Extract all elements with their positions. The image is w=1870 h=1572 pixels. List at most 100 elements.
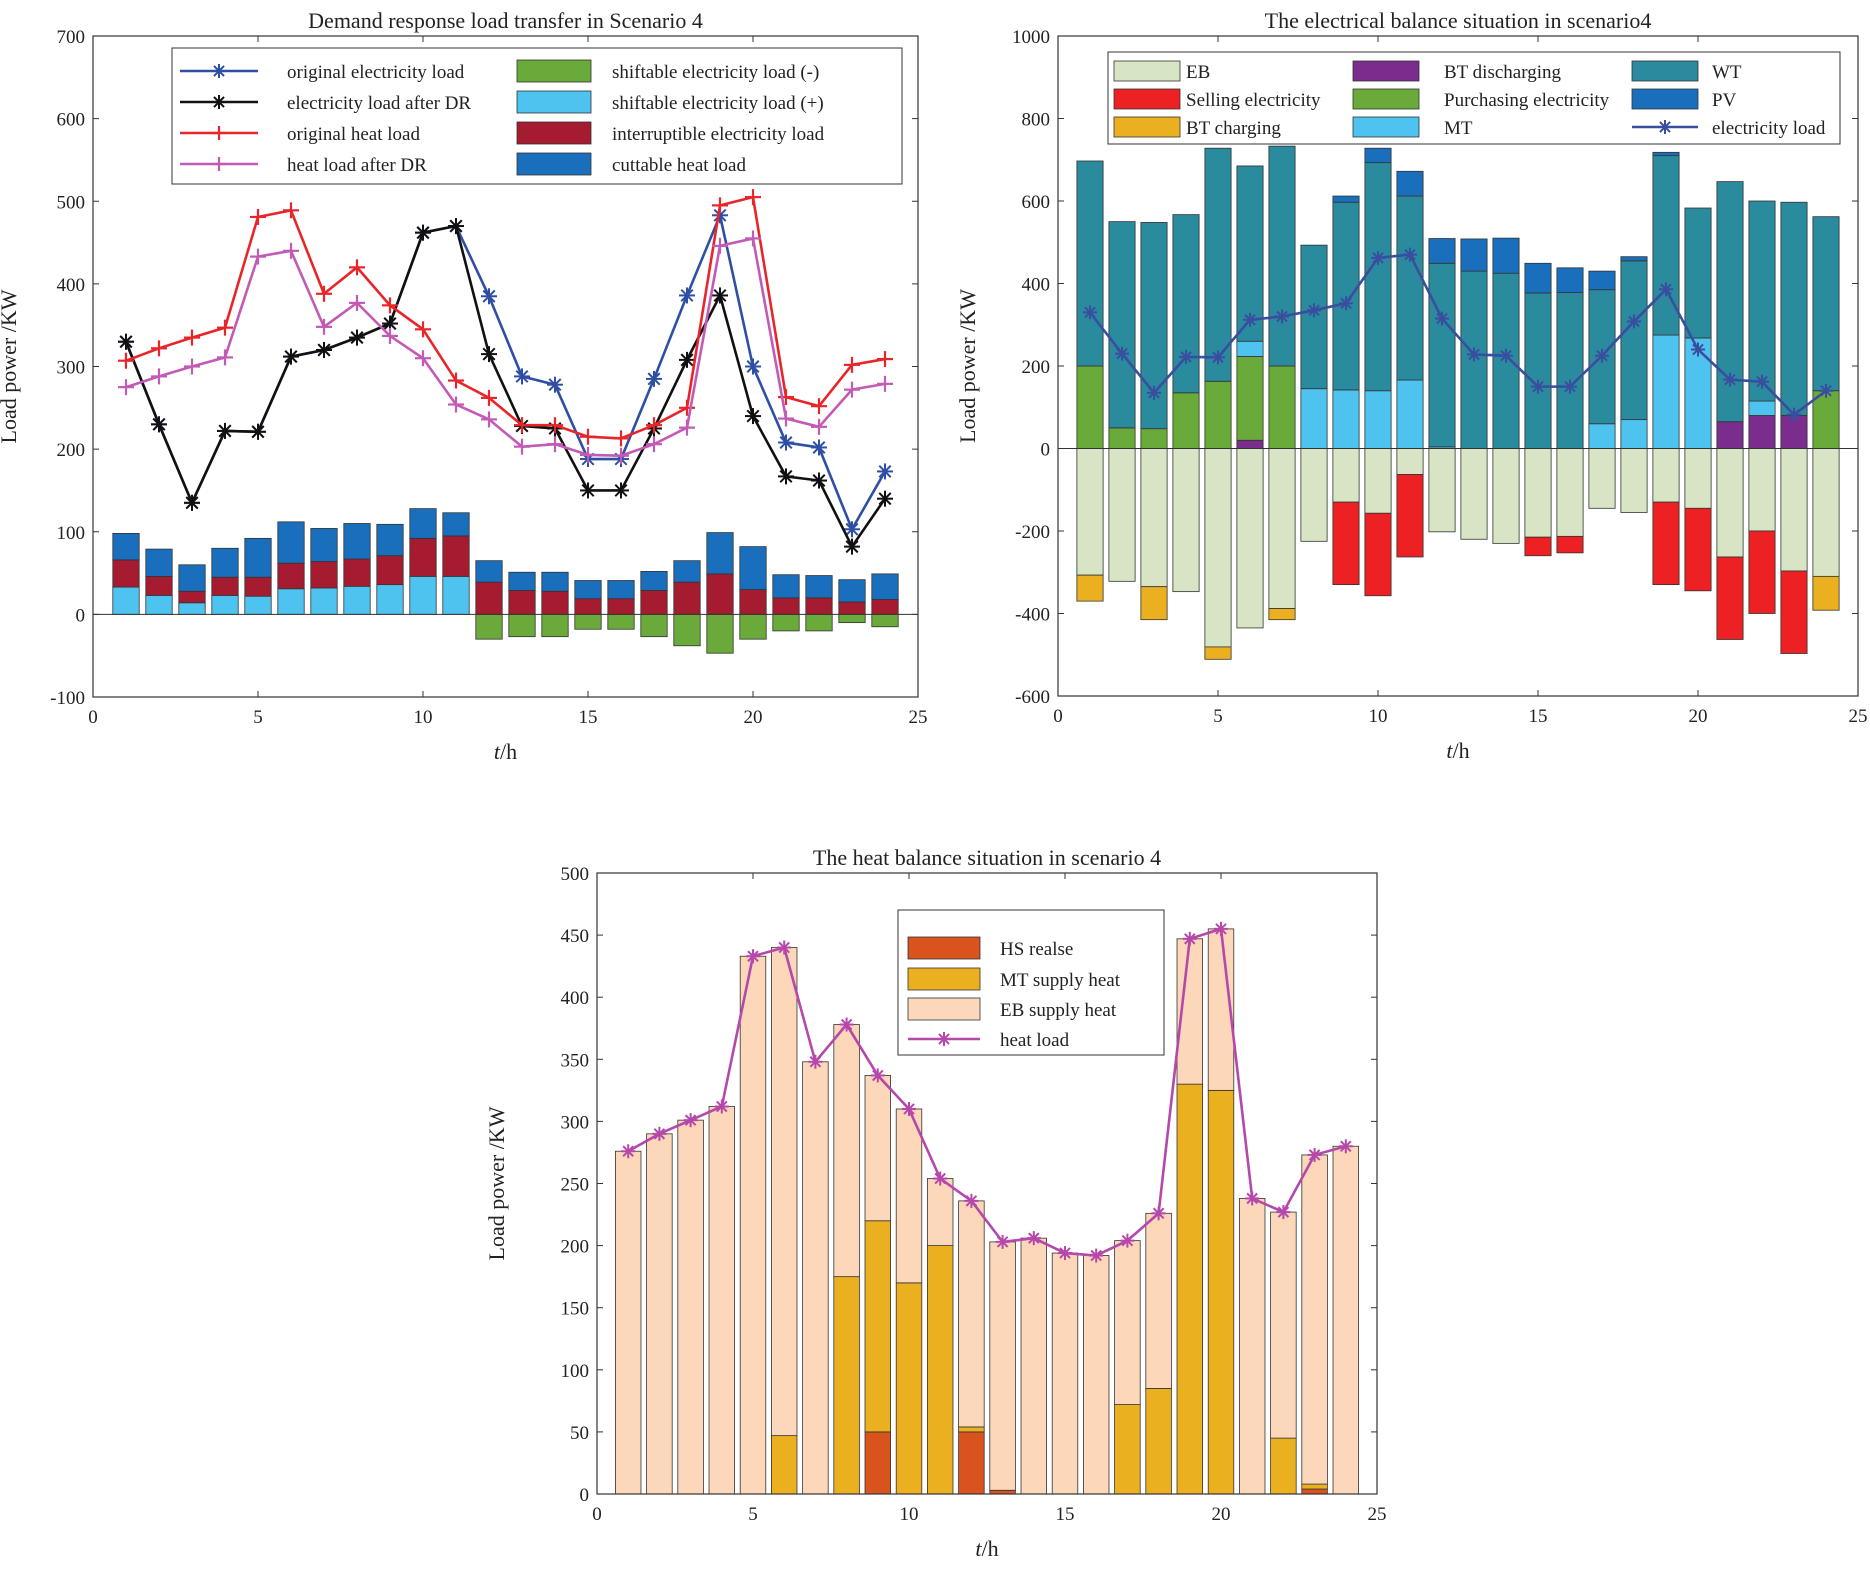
legend-label: Selling electricity [1186,90,1321,111]
point-electricity-load-after-dr [217,422,233,439]
point-electricity-load [1723,372,1737,387]
bar-shiftable-electricity-load [310,587,338,615]
bar-bt-charging [1140,586,1168,621]
bar-shiftable-electricity-load [871,613,899,628]
bar-selling-electricity [1748,530,1776,614]
bar-pv [1652,151,1680,157]
y-tick-label: -100 [50,688,85,709]
legend-label: shiftable electricity load (+) [612,93,824,114]
bar-shiftable-electricity-load [112,586,140,615]
legend-selling-electricity-patch [1113,88,1181,110]
point-heat-load [746,949,760,964]
bar-eb [1268,448,1296,609]
point-heat-load-d [653,1128,666,1140]
bar-wt [1076,160,1104,367]
point-original-electricity-load [745,358,761,375]
point-heat-load-d [1184,933,1196,945]
y-axis-label: Load power /KW [484,1106,509,1260]
bar-shiftable-electricity-load [211,594,239,615]
point-heat-load-d [1277,1206,1290,1218]
bar-pv [1396,170,1424,197]
point-heat-load [839,1017,854,1032]
point-heat-load [870,1068,885,1083]
point-electricity-load-after-dr-d [119,335,133,349]
point-heat-load-after-dr [349,294,365,311]
x-axis-label-var: t [494,739,501,764]
y-tick-label: 200 [561,1237,590,1258]
point-heat-load-after-dr [613,447,629,464]
bar-selling-electricity [1556,535,1584,554]
bar-eb [1172,448,1200,593]
point-heat-load-d [1340,1140,1352,1152]
point-electricity-load-after-dr-d [416,226,430,240]
point-electricity-load [1467,347,1481,362]
point-heat-load-after-dr [679,419,695,436]
point-electricity-load-after-dr-d [317,343,331,357]
x-axis-label: t/h [494,739,517,764]
bar-bt-charging [1076,574,1104,602]
point-electricity-load-d [1692,343,1704,356]
point-electricity-load-after-dr [349,329,365,346]
bar-pv [1620,256,1648,262]
bar-eb-supply-heat [989,1241,1016,1491]
bar-shiftable-electricity-load [442,575,470,615]
bar-purchasing-electricity [1108,427,1136,449]
point-electricity-load-after-dr-d [746,409,760,423]
legend-label: original heat load [287,124,420,145]
legend-shiftable-electricity-load-patch [516,59,592,83]
point-original-electricity-load-d [812,441,826,454]
x-tick-label: 10 [900,1504,919,1525]
point-electricity-load-d [1372,252,1384,264]
point-electricity-load-after-dr [184,494,200,511]
point-electricity-load-d [1084,306,1096,319]
bar-bt-discharging [1748,415,1776,449]
point-heat-load-d [965,1195,978,1207]
point-heat-load-after-dr [382,327,398,344]
bar-cuttable-heat-load [673,560,701,583]
bar-interruptible-electricity-load [178,590,206,604]
point-heat-load [902,1101,916,1116]
point-original-heat-load [712,197,728,214]
bar-selling-electricity [1652,501,1680,586]
point-electricity-load [1435,311,1449,326]
point-heat-load [995,1234,1010,1249]
point-original-electricity-load-d [845,522,859,536]
legend-label: Purchasing electricity [1444,90,1610,111]
bar-hs-realse [958,1431,985,1495]
legend-label: HS realse [1000,939,1073,960]
legend-label: PV [1712,90,1737,111]
point-heat-load-after-dr [844,381,860,398]
bar-mt-supply-heat [895,1282,923,1495]
point-electricity-load [1211,350,1225,365]
x-tick-label: 25 [1368,1504,1387,1525]
bar-cuttable-heat-load [145,548,173,577]
point-electricity-load-d [1564,380,1576,393]
point-heat-load-d [1090,1249,1102,1262]
y-tick-label: 200 [57,440,86,461]
point-original-electricity-load [679,287,695,304]
bar-cuttable-heat-load [178,564,206,592]
x-axis-label-var: t [975,1536,982,1561]
point-electricity-load-d [1436,312,1448,325]
x-tick-label: 0 [88,707,98,728]
point-electricity-load-d [1404,248,1416,261]
x-tick-label: 25 [1849,706,1868,727]
bar-selling-electricity [1716,556,1744,640]
legend-label: interruptible electricity load [612,124,825,145]
bar-mt [1364,390,1392,449]
y-tick-label: 400 [561,988,590,1009]
point-original-electricity-load-d [779,436,793,449]
bar-interruptible-electricity-load [475,581,503,615]
bar-cuttable-heat-load [409,508,437,539]
bar-shiftable-electricity-load [805,613,833,632]
point-electricity-load-after-dr-d [251,425,265,439]
bar-mt-supply-heat [1145,1388,1172,1495]
point-original-electricity-load-d [878,464,892,478]
point-heat-load-d [1246,1192,1258,1205]
bar-eb [1716,448,1744,558]
x-tick-label: 0 [592,1504,602,1525]
bar-selling-electricity [1524,536,1552,557]
bar-bt-discharging [1236,439,1264,449]
point-heat-load-d [1028,1232,1040,1244]
bar-eb-supply-heat [771,947,798,1437]
